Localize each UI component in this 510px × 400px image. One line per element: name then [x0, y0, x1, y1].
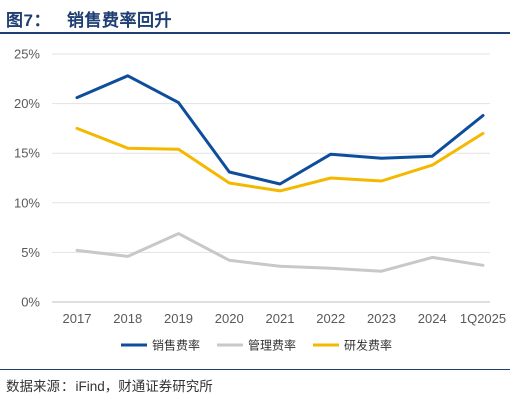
figure-label: 图7：	[6, 11, 51, 30]
x-tick-label: 2021	[266, 311, 295, 326]
title-divider	[0, 32, 510, 34]
x-tick-label: 2023	[367, 311, 396, 326]
x-tick-label: 2024	[418, 311, 447, 326]
x-tick-label: 2019	[164, 311, 193, 326]
chart-title: 销售费率回升	[66, 11, 172, 30]
line-chart: 0% 5% 10% 15% 20% 25% 2017 2018 2019 2020 2021 202…	[14, 47, 507, 353]
x-axis-ticks: 2017 2018 2019 2020 2021 2022 2023 2024 1Q2025	[63, 311, 507, 326]
source-note: 数据来源：iFind，财通证券研究所	[6, 375, 213, 395]
x-tick-label: 2020	[215, 311, 244, 326]
x-tick-label: 1Q2025	[460, 311, 506, 326]
series-line-3	[75, 126, 485, 193]
series-line-1	[75, 74, 485, 186]
y-tick-label: 25%	[14, 47, 40, 62]
series-line-2	[75, 232, 485, 273]
y-tick-label: 20%	[14, 96, 40, 111]
legend-label: 研发费率	[344, 338, 392, 353]
y-tick-label: 5%	[21, 245, 40, 260]
y-tick-label: 10%	[14, 195, 40, 210]
legend-label: 销售费率	[152, 338, 200, 353]
y-tick-label: 15%	[14, 146, 40, 161]
legend-item-3: 研发费率	[313, 338, 392, 353]
legend-item-1: 销售费率	[121, 338, 200, 353]
source-text: iFind，财通证券研究所	[75, 379, 213, 394]
grid-lines	[52, 53, 490, 303]
figure-title: 图7： 销售费率回升	[6, 6, 172, 31]
y-axis-ticks: 0% 5% 10% 15% 20% 25%	[14, 47, 40, 310]
source-colon: ：	[61, 379, 75, 394]
legend: 销售费率 管理费率 研发费率	[121, 338, 392, 353]
footer-divider	[0, 369, 510, 370]
x-tick-label: 2017	[63, 311, 92, 326]
x-tick-label: 2022	[316, 311, 345, 326]
legend-item-2: 管理费率	[217, 338, 296, 353]
y-tick-label: 0%	[21, 295, 40, 310]
source-prefix: 数据来源	[6, 379, 60, 394]
x-tick-label: 2018	[113, 311, 142, 326]
series-lines	[75, 74, 485, 273]
legend-label: 管理费率	[248, 338, 296, 353]
